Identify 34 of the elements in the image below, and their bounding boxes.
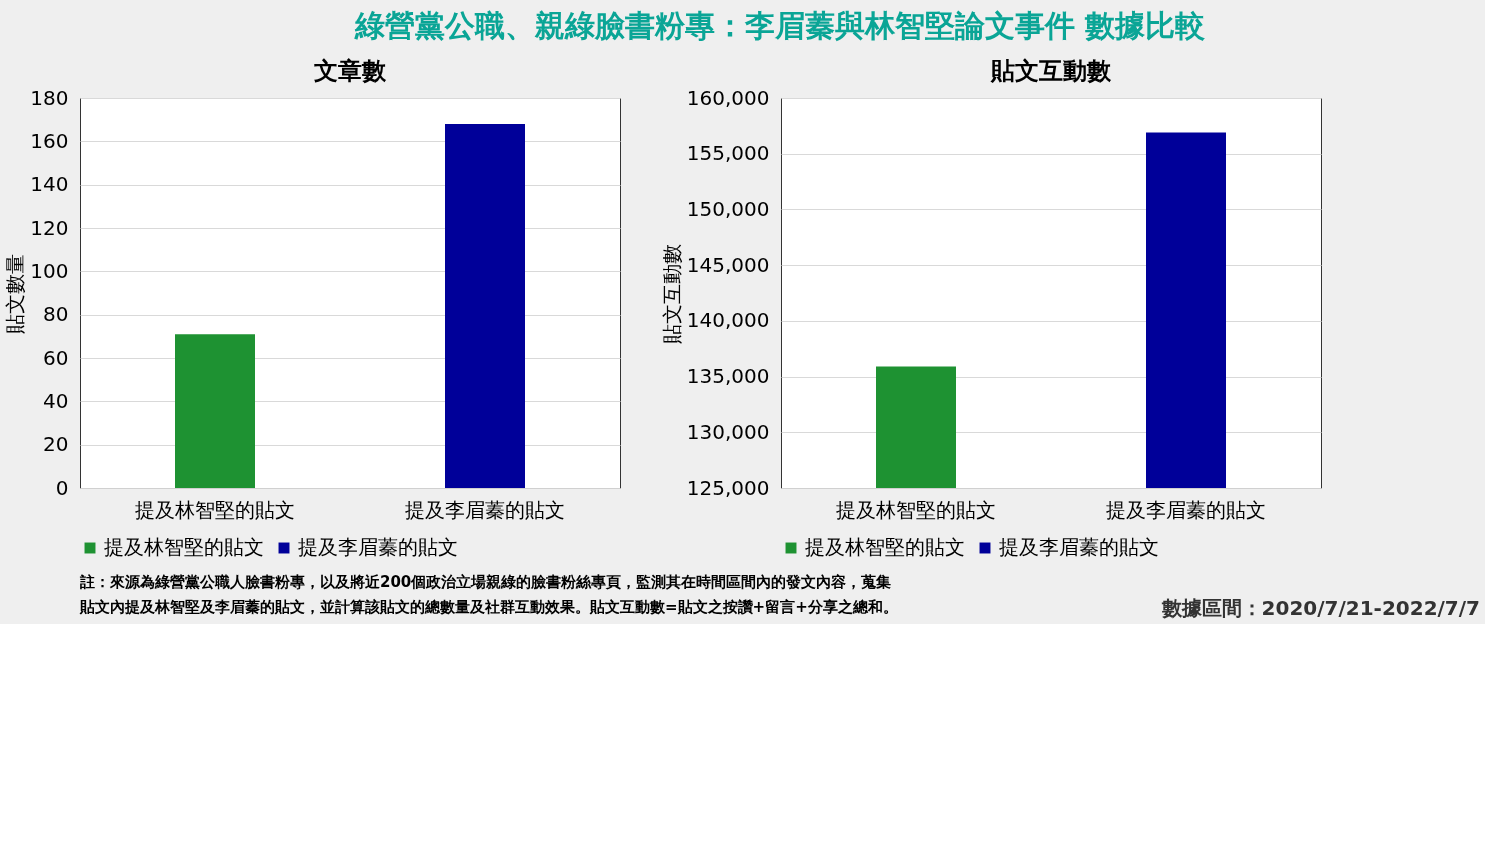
text: 貼文內提及林智堅及李眉蓁的貼文，並計算該貼文的總數量及社群互動效果。貼文互動數=貼文之按讚+留言+分享之總和。 [79,597,898,616]
legend-label: 提及李眉蓁的貼文 [999,535,1159,559]
y-tick-label: 160,000 [686,85,770,110]
y-axis-title: 貼文互動數 [659,243,684,344]
y-tick-label: 80 [43,302,69,327]
legend-label: 提及李眉蓁的貼文 [298,535,458,559]
y-tick-label: 135,000 [686,364,770,389]
y-tick-label: 40 [43,388,69,413]
y-tick-label: 155,000 [686,141,770,166]
y-tick-label: 100 [30,258,69,283]
y-tick-label: 150,000 [686,196,770,221]
text: 註：來源為綠營黨公職人臉書粉專，以及將近200個政治立場親綠的臉書粉絲專頁，監測其在時間區間內的發文內容，蒐集 [79,572,892,591]
y-tick-label: 125,000 [686,475,770,500]
x-tick-label: 提及李眉蓁的貼文 [1106,497,1266,522]
y-tick-label: 60 [43,345,69,370]
y-tick-label: 180 [30,85,69,110]
y-tick-label: 145,000 [686,252,770,277]
y-axis-title: 貼文數量 [3,253,28,334]
legend-label: 提及林智堅的貼文 [805,535,965,559]
text: 數據區間：2020/7/21-2022/7/7 [1160,596,1480,620]
y-tick-label: 0 [55,475,69,500]
x-tick-label: 提及林智堅的貼文 [836,497,996,522]
x-tick-label: 提及李眉蓁的貼文 [405,497,565,522]
y-tick-label: 140,000 [686,308,770,333]
x-tick-label: 提及林智堅的貼文 [135,497,295,522]
y-tick-label: 130,000 [686,419,770,444]
y-tick-label: 120 [30,215,69,240]
y-tick-label: 140 [30,172,69,197]
y-tick-label: 160 [30,128,69,153]
y-tick-label: 20 [43,432,69,457]
chart-title: 貼文互動數 [990,57,1112,85]
chart-title: 文章數 [314,57,387,85]
text: 綠營黨公職、親綠臉書粉專：李眉蓁與林智堅論文事件 數據比較 [353,8,1206,43]
legend-label: 提及林智堅的貼文 [104,535,264,559]
